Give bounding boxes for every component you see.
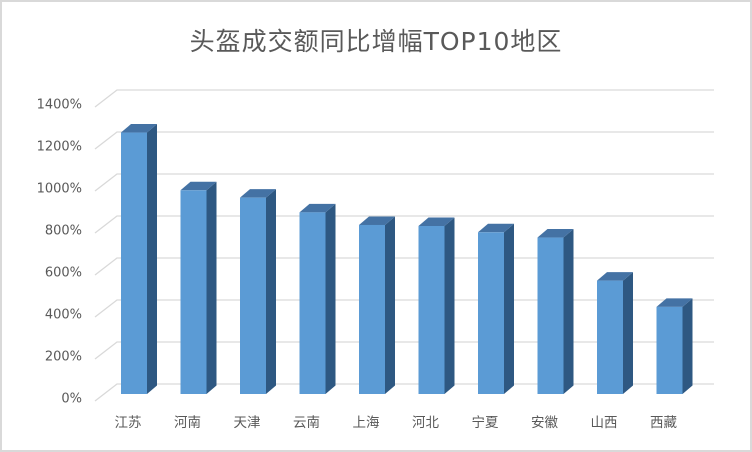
gridline [94, 341, 714, 360]
gridline [94, 173, 714, 192]
bar-front-face[interactable] [240, 197, 266, 394]
bar-front-face[interactable] [478, 232, 504, 394]
bar-side-face[interactable] [444, 217, 455, 395]
bar-side-face[interactable] [504, 223, 514, 394]
bar-top-face[interactable] [121, 124, 157, 133]
bar-side-face[interactable] [206, 181, 217, 394]
y-axis-tick-label: 0% [61, 392, 82, 407]
bar-side-face[interactable] [147, 124, 157, 395]
gridline [94, 215, 714, 234]
bar-top-face[interactable] [597, 272, 633, 281]
bar-side-face[interactable] [682, 298, 693, 394]
bar-column-4[interactable] [299, 203, 336, 394]
y-axis-tick-label: 200% [45, 350, 82, 365]
x-axis-label-2: 河南 [174, 415, 201, 431]
x-axis-label-9: 山西 [591, 415, 618, 431]
y-axis-tick-label: 1400% [37, 98, 82, 113]
bar-front-face[interactable] [359, 224, 385, 394]
gridline [94, 299, 714, 318]
bar-column-9[interactable] [597, 272, 633, 394]
x-axis-label-5: 上海 [353, 415, 380, 431]
bar-top-face[interactable] [537, 229, 574, 238]
bar-side-face[interactable] [623, 272, 633, 394]
bar-side-face[interactable] [563, 229, 574, 394]
bar-front-face[interactable] [597, 280, 623, 394]
x-axis-label-10: 西藏 [650, 415, 678, 431]
bar-side-face[interactable] [325, 203, 336, 394]
x-axis-label-3: 天津 [234, 415, 261, 431]
y-axis-tick-label: 600% [45, 266, 82, 281]
x-axis-label-7: 宁夏 [472, 414, 499, 431]
x-axis-label-4: 云南 [293, 415, 320, 431]
bar-side-face[interactable] [385, 216, 395, 394]
x-axis-label-1: 江苏 [115, 415, 142, 431]
bar-front-face[interactable] [180, 190, 207, 394]
bar-column-5[interactable] [359, 216, 395, 394]
gridline [94, 131, 714, 150]
gridline [94, 383, 714, 402]
bar-top-face[interactable] [359, 216, 395, 225]
bar-column-2[interactable] [180, 181, 217, 394]
gridline [94, 89, 714, 108]
bar-front-face[interactable] [537, 237, 564, 394]
y-axis-tick-label: 400% [45, 308, 82, 323]
bar-side-face[interactable] [266, 189, 276, 394]
bar-column-1[interactable] [121, 124, 157, 395]
bar-front-face[interactable] [299, 212, 326, 394]
bar-top-face[interactable] [656, 298, 693, 307]
y-axis-tick-label: 800% [45, 224, 82, 239]
bar-column-10[interactable] [656, 298, 693, 394]
bar-top-face[interactable] [180, 181, 217, 191]
gridline [94, 257, 714, 276]
bar-column-8[interactable] [537, 229, 574, 394]
bar-front-face[interactable] [121, 132, 147, 395]
bar-top-face[interactable] [418, 217, 455, 227]
x-axis-label-6: 河北 [412, 415, 439, 431]
x-axis-label-8: 安徽 [531, 415, 559, 431]
bar-front-face[interactable] [418, 226, 445, 394]
bar-column-3[interactable] [240, 189, 276, 394]
bar-top-face[interactable] [240, 189, 276, 198]
y-axis-tick-label: 1000% [37, 182, 82, 197]
bar-top-face[interactable] [478, 223, 514, 233]
bar-column-6[interactable] [418, 217, 455, 395]
bar-column-7[interactable] [478, 223, 514, 394]
y-axis-tick-label: 1200% [37, 140, 82, 155]
bar-top-face[interactable] [299, 203, 336, 213]
bar-front-face[interactable] [656, 306, 683, 394]
